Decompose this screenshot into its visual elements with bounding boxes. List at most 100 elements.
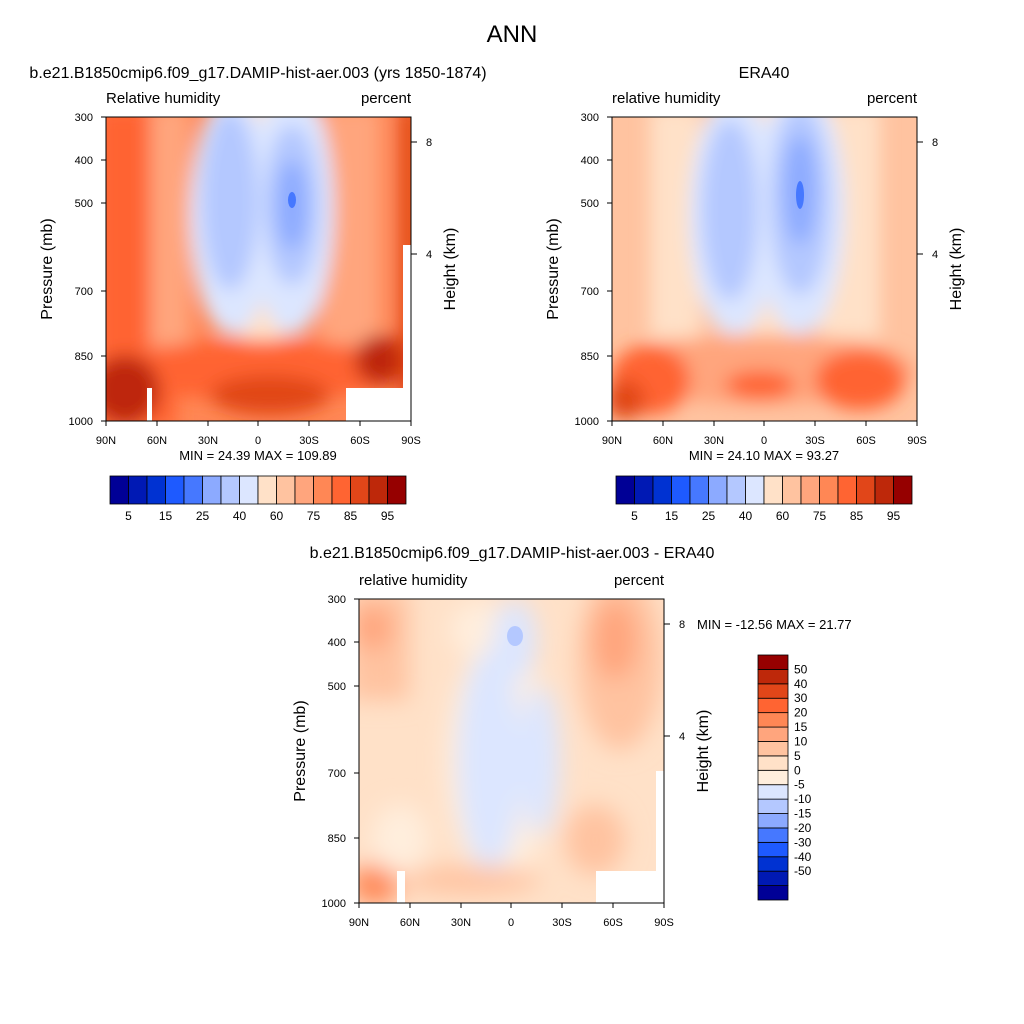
p2-ylabel-right: Height (km) [948, 228, 965, 311]
p1-colorbar-box-2 [146, 475, 166, 505]
p2-colorbar-box-0 [615, 475, 635, 505]
p2-ytick-3: 500 [581, 198, 599, 210]
p2-colorbar-label-5: 75 [813, 509, 827, 523]
p3-colorbar-box-15 [757, 669, 789, 685]
p1-colorbar-box-9 [276, 475, 296, 505]
p2-colorbar-label-4: 60 [776, 509, 790, 523]
p1-colorbar-box-13 [350, 475, 370, 505]
panel-difference: b.e21.B1850cmip6.f09_g17.DAMIP-hist-aer.… [292, 545, 852, 929]
p3-colorbar-label-14: -50 [794, 864, 812, 878]
p2-colorbar-label-3: 40 [739, 509, 753, 523]
p1-htick-2: 4 [426, 249, 432, 261]
p3-ytick-4: 700 [328, 768, 346, 780]
panel-model-field-label: Relative humidity [106, 90, 221, 107]
p3-colorbar-box-13 [757, 697, 789, 714]
p3-colorbar-box-1 [757, 870, 789, 886]
p2-colorbar-box-13 [856, 475, 876, 505]
p3-ylabel: Pressure (mb) [292, 700, 309, 801]
p2-ylabel: Pressure (mb) [545, 218, 562, 319]
p1-colorbar-box-3 [165, 475, 185, 505]
p1-ytick-2: 400 [75, 155, 93, 167]
panel-difference-field [359, 599, 664, 903]
p3-ytick-3: 500 [328, 681, 346, 693]
p2-xtick-6: 60S [856, 435, 876, 447]
p3-xtick-5: 30S [552, 917, 572, 929]
p2-xtick-1: 90N [602, 435, 622, 447]
p3-colorbar-box-9 [757, 755, 789, 771]
p1-colorbar-box-7 [239, 475, 259, 505]
p1-xtick-3: 30N [198, 435, 218, 447]
p3-xtick-3: 30N [451, 917, 471, 929]
p3-ylabel-right: Height (km) [695, 710, 712, 793]
p1-ytick-6: 1000 [69, 416, 93, 428]
p3-colorbar-box-2 [757, 856, 789, 872]
p2-colorbar-label-7: 95 [887, 509, 901, 523]
p1-xtick-5: 30S [299, 435, 319, 447]
p3-colorbar-label-8: -5 [794, 778, 805, 792]
p3-colorbar-label-10: -15 [794, 807, 812, 821]
p2-xtick-5: 30S [805, 435, 825, 447]
p2-colorbar-label-2: 25 [702, 509, 716, 523]
p3-colorbar-label-12: -30 [794, 835, 812, 849]
p3-colorbar-label-5: 10 [794, 734, 808, 748]
p3-xtick-7: 90S [654, 917, 674, 929]
p3-colorbar-box-16 [757, 654, 789, 670]
p1-ytick-4: 700 [75, 286, 93, 298]
p2-ytick-6: 1000 [575, 416, 599, 428]
p2-colorbar-label-1: 15 [665, 509, 679, 523]
p1-xtick-1: 90N [96, 435, 116, 447]
p1-xtick-7: 90S [401, 435, 421, 447]
p3-ytick-2: 400 [328, 637, 346, 649]
p3-xtick-4: 0 [508, 917, 514, 929]
p3-colorbar-box-10 [757, 741, 789, 757]
p2-colorbar-box-3 [671, 475, 691, 505]
p3-colorbar-label-0: 50 [794, 662, 808, 676]
p3-xtick-1: 90N [349, 917, 369, 929]
p3-colorbar-label-13: -40 [794, 850, 812, 864]
p2-xtick-2: 60N [653, 435, 673, 447]
figure-title: ANN [487, 21, 538, 48]
p3-colorbar-box-6 [757, 798, 789, 814]
p2-colorbar-box-5 [708, 475, 728, 505]
p2-colorbar-box-7 [745, 475, 765, 505]
p3-colorbar-label-6: 5 [794, 749, 801, 763]
p2-stats: MIN = 24.10 MAX = 93.27 [689, 448, 839, 463]
p1-xtick-4: 0 [255, 435, 261, 447]
p3-ytick-6: 1000 [322, 898, 346, 910]
p3-xtick-2: 60N [400, 917, 420, 929]
panel-model-field [106, 117, 411, 421]
p2-ytick-4: 700 [581, 286, 599, 298]
p3-colorbar-box-5 [757, 813, 789, 829]
panel-era40-field-label: relative humidity [612, 90, 721, 107]
p3-colorbar-box-7 [757, 784, 789, 800]
p1-colorbar-label-5: 75 [307, 509, 321, 523]
p3-xtick-6: 60S [603, 917, 623, 929]
p2-ytick-1: 300 [581, 112, 599, 124]
p3-colorbar-box-0 [757, 885, 789, 901]
panel-model-title: b.e21.B1850cmip6.f09_g17.DAMIP-hist-aer.… [29, 65, 486, 82]
panel-era40-title: ERA40 [739, 65, 790, 82]
p3-colorbar-box-11 [757, 726, 789, 742]
p3-ytick-5: 850 [328, 833, 346, 845]
p2-colorbar-label-6: 85 [850, 509, 864, 523]
p3-colorbar-box-3 [757, 841, 789, 858]
p1-colorbar-box-1 [128, 475, 148, 505]
p2-htick-1: 8 [932, 137, 938, 149]
p2-colorbar-box-14 [874, 475, 894, 505]
p2-colorbar-box-12 [837, 475, 857, 505]
p3-htick-2: 4 [679, 731, 685, 743]
p3-colorbar-box-8 [757, 769, 789, 786]
p1-colorbar-label-0: 5 [125, 509, 132, 523]
panel-model-units-label: percent [361, 90, 412, 107]
p3-colorbar-label-11: -20 [794, 821, 812, 835]
p2-colorbar-box-2 [652, 475, 672, 505]
p3-colorbar-label-1: 40 [794, 677, 808, 691]
panel-era40: ERA40 relative humidity percent [545, 65, 965, 523]
p1-ytick-1: 300 [75, 112, 93, 124]
panel-model: b.e21.B1850cmip6.f09_g17.DAMIP-hist-aer.… [29, 65, 486, 523]
p2-colorbar-box-1 [634, 475, 654, 505]
p2-colorbar-box-15 [893, 475, 913, 505]
p1-colorbar-box-12 [331, 475, 351, 505]
